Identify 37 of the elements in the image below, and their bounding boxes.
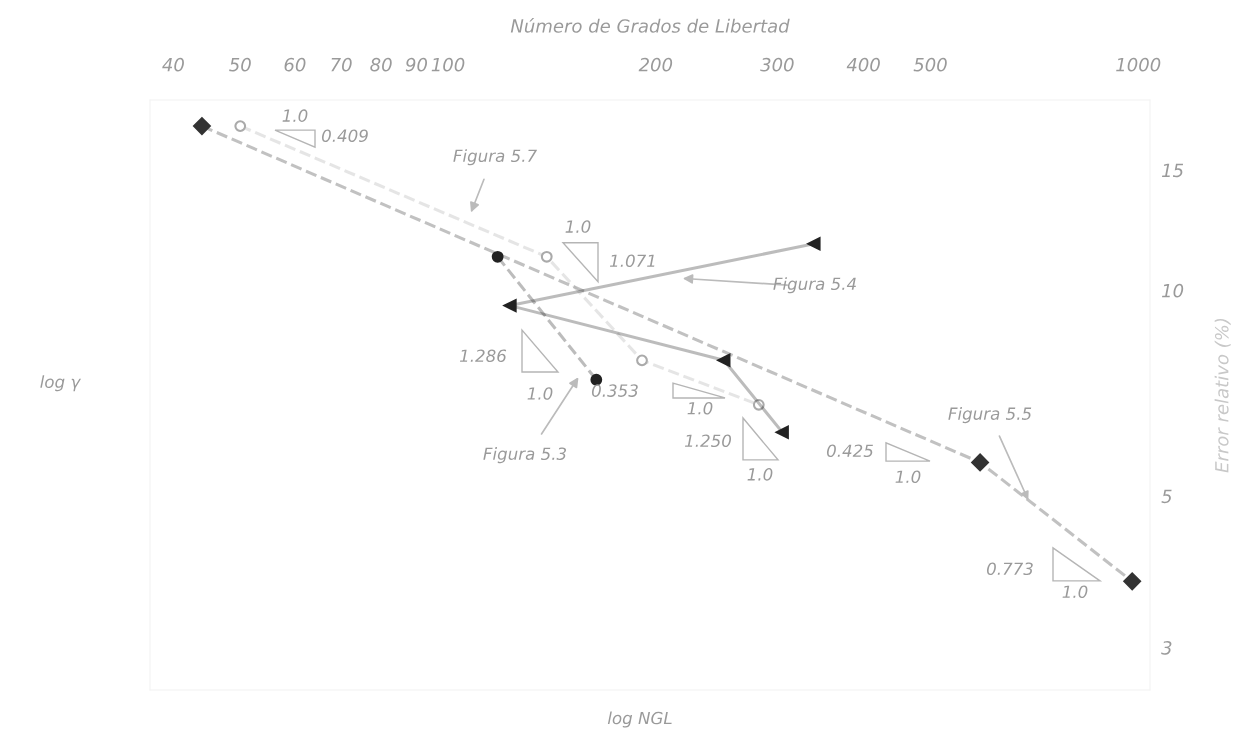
annotation: Figura 5.4	[773, 277, 856, 294]
annotation: Figura 5.3	[483, 447, 567, 464]
x-tick-label: 80	[370, 57, 392, 72]
annotation: 0.409	[321, 129, 368, 143]
annotation: 0.425	[826, 444, 873, 458]
x-tick-label: 40	[162, 57, 184, 72]
text: log NGL	[607, 711, 672, 728]
annotation: 0.773	[986, 562, 1033, 576]
text: log γ	[40, 375, 82, 392]
annotation: 1.0	[747, 468, 773, 481]
annotation: 1.250	[684, 434, 732, 448]
annotation: 1.0	[565, 220, 591, 233]
annotation: Figura 5.7	[453, 149, 537, 166]
annotation: 1.286	[459, 349, 507, 363]
x-axis-title: Número de Grados de Libertad	[510, 18, 790, 33]
x-tick-label: 1000	[1116, 57, 1161, 72]
y-tick-label: 10	[1161, 283, 1184, 298]
annotation: 0.353	[591, 384, 638, 397]
x-tick-label: 70	[331, 57, 352, 72]
annotation: 1.0	[1062, 585, 1088, 599]
x-tick-label: 400	[846, 57, 880, 72]
annotation: 1.0	[282, 109, 308, 122]
x-tick-label: 300	[760, 57, 794, 72]
annotation: 1.0	[527, 387, 553, 400]
annotation: 1.0	[687, 401, 713, 415]
x-tick-label: 60	[284, 57, 306, 72]
x-tick-label: 100	[431, 57, 465, 72]
annotation: 1.0	[895, 470, 921, 484]
x-tick-label: 90	[405, 57, 428, 72]
x-tick-label: 200	[638, 57, 673, 72]
x-tick-label: 500	[913, 57, 947, 72]
x-tick-label: 50	[229, 57, 251, 72]
y-tick-label: 3	[1161, 641, 1172, 655]
y-tick-label: 15	[1161, 163, 1184, 178]
annotation: 1.071	[609, 254, 655, 268]
y-tick-label: 5	[1161, 489, 1172, 504]
annotation: Figura 5.5	[948, 406, 1032, 424]
